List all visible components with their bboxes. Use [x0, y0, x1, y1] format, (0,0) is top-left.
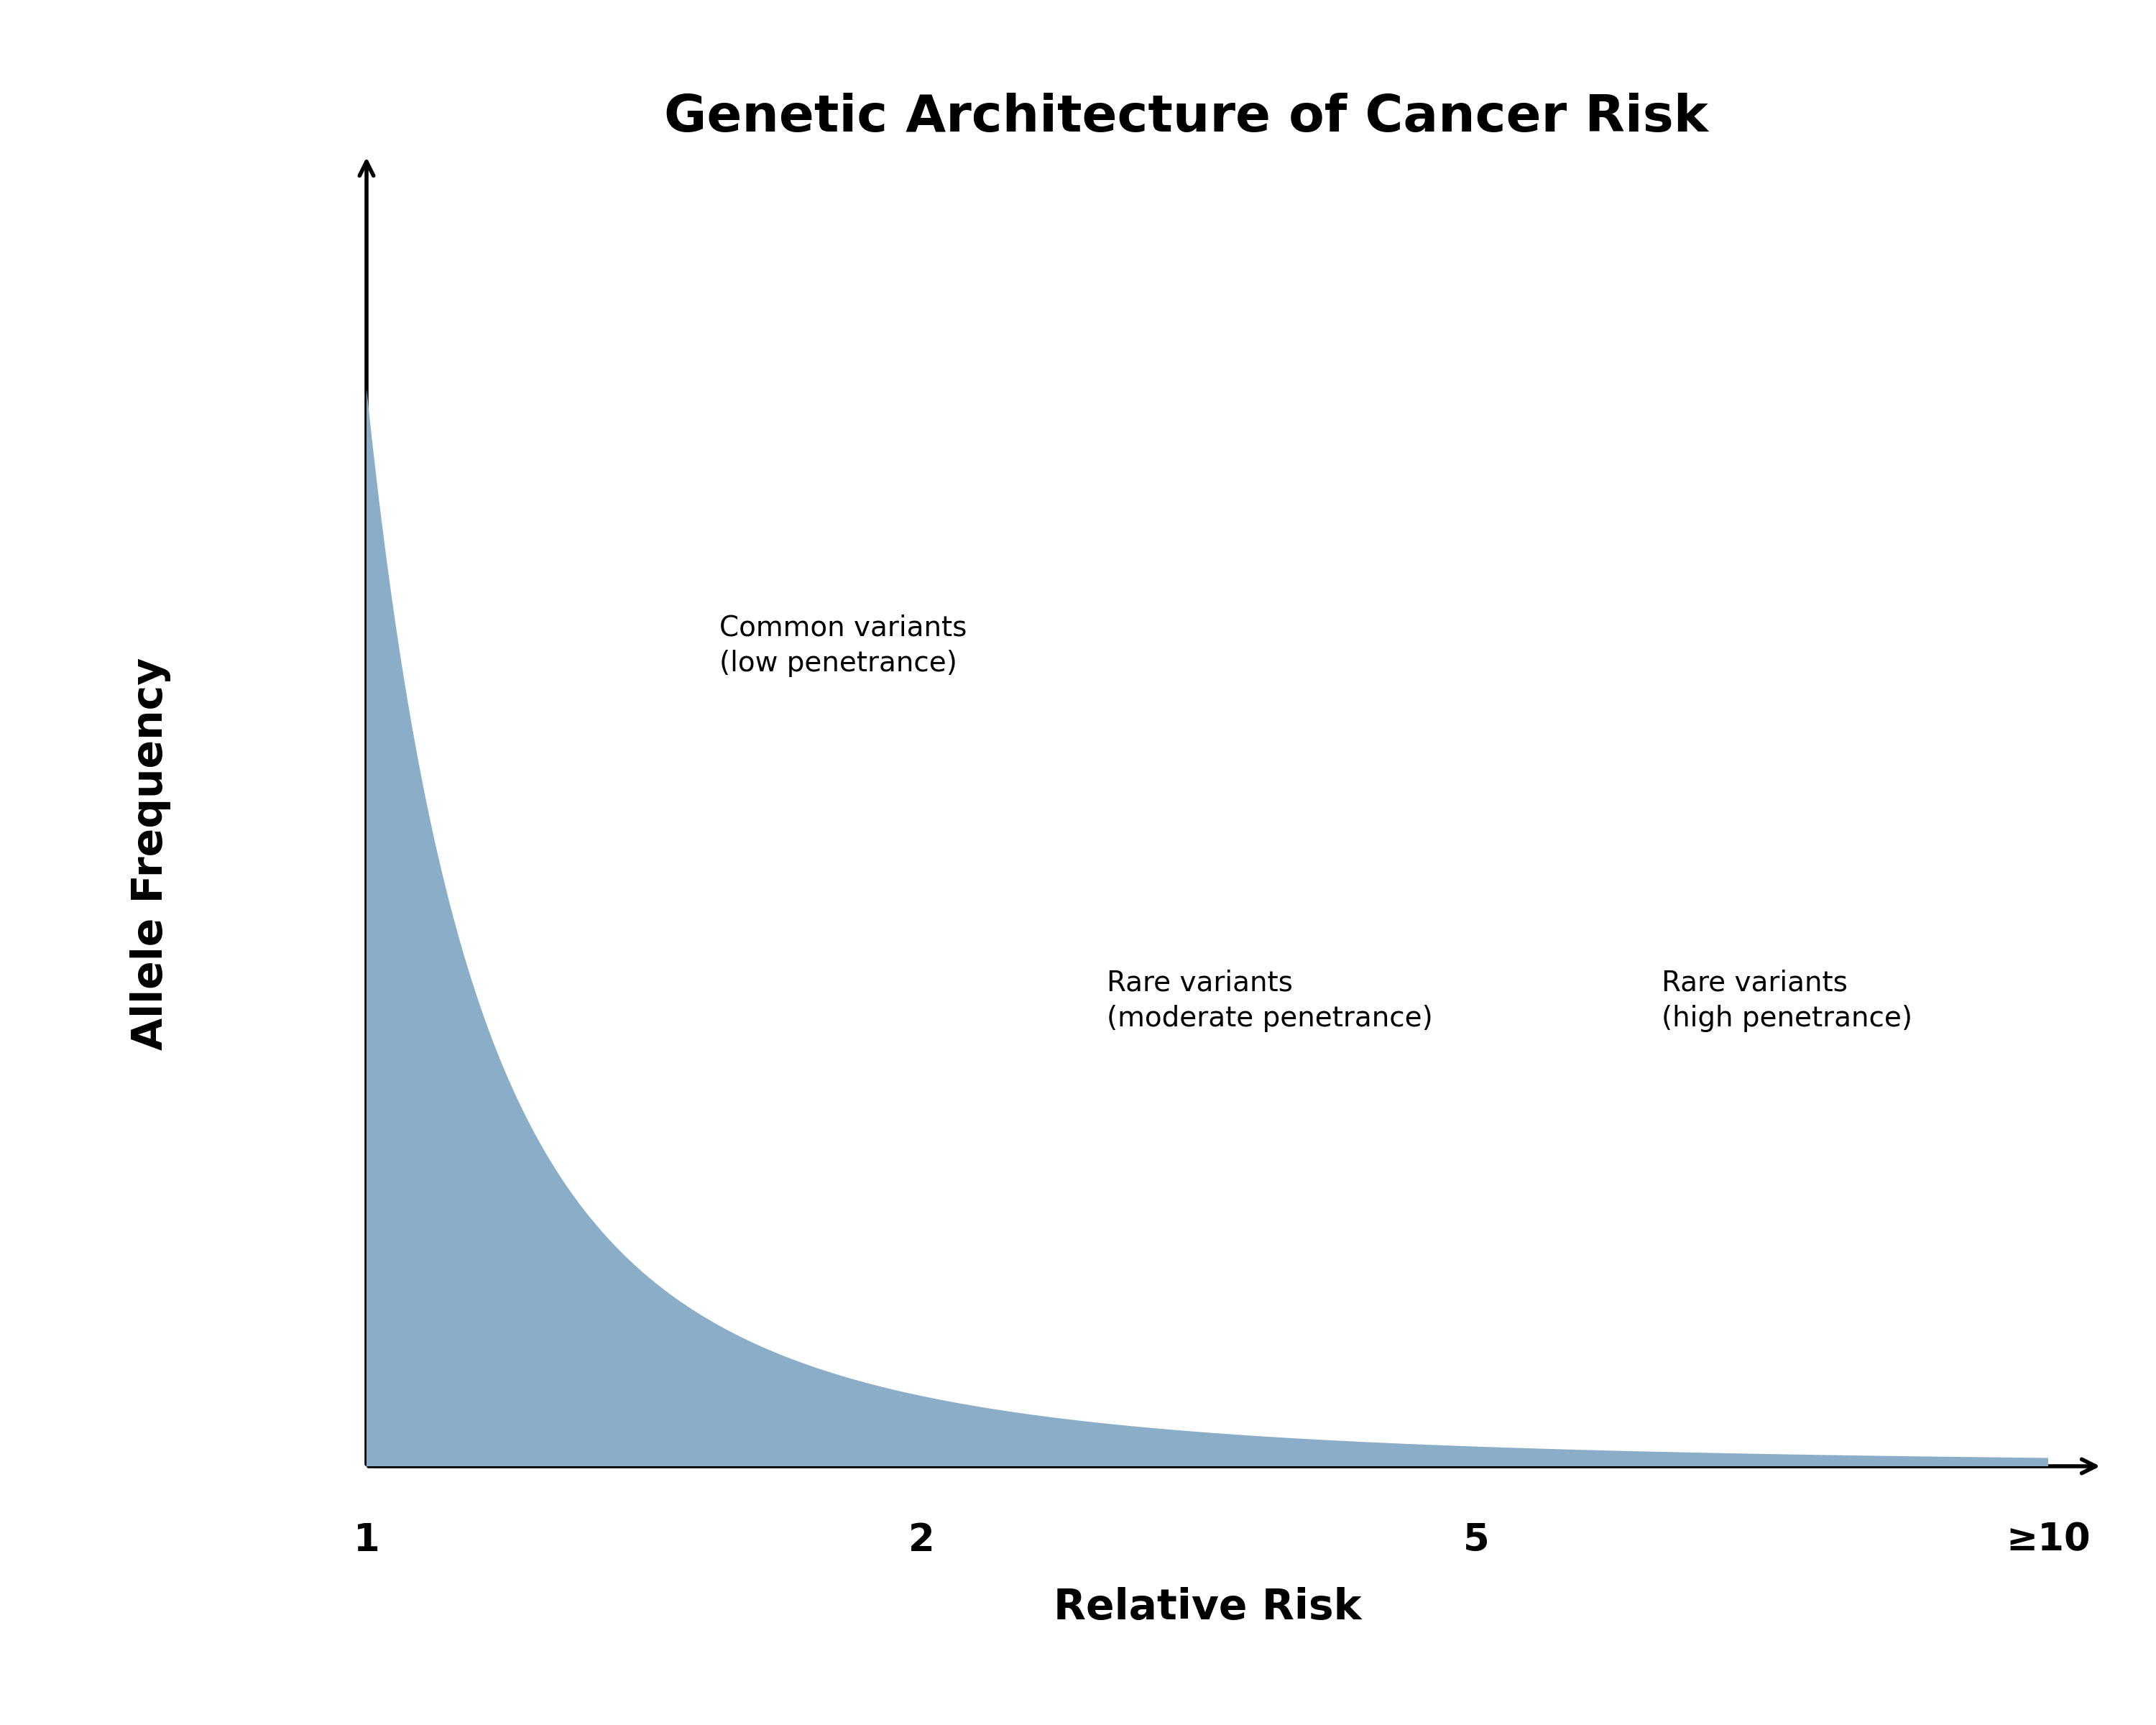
Text: Allele Frequency: Allele Frequency	[129, 657, 172, 1051]
Text: Common variants
(low penetrance): Common variants (low penetrance)	[720, 614, 968, 678]
Text: Genetic Architecture of Cancer Risk: Genetic Architecture of Cancer Risk	[664, 93, 1708, 141]
Text: Rare variants
(high penetrance): Rare variants (high penetrance)	[1662, 969, 1912, 1033]
Text: ≥10: ≥10	[2005, 1521, 2091, 1559]
Text: Rare variants
(moderate penetrance): Rare variants (moderate penetrance)	[1106, 969, 1432, 1033]
Text: 2: 2	[908, 1521, 936, 1559]
Text: Relative Risk: Relative Risk	[1054, 1587, 1360, 1628]
Text: 5: 5	[1464, 1521, 1490, 1559]
Text: 1: 1	[354, 1521, 379, 1559]
